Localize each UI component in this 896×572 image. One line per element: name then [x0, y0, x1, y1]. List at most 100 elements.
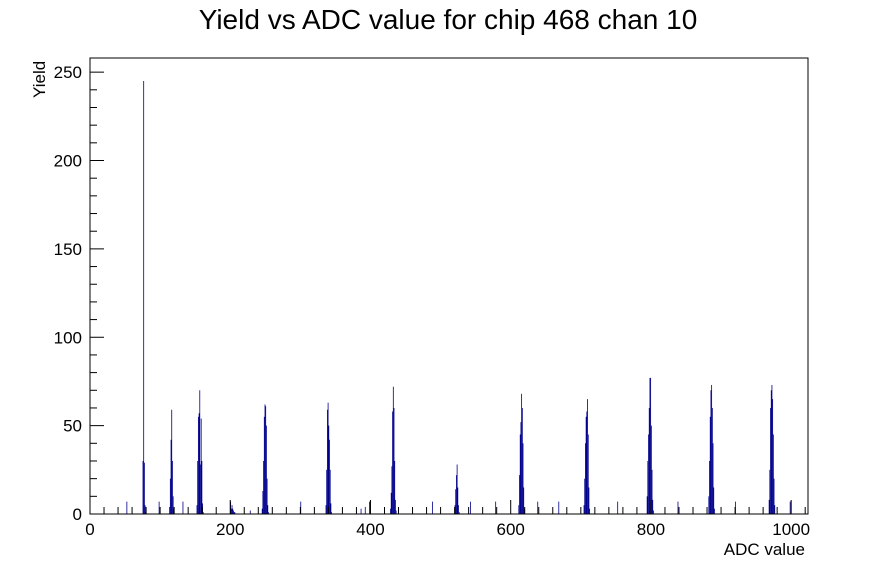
y-axis-label: Yield — [30, 61, 49, 98]
histogram-bin — [230, 508, 232, 514]
histogram-bin — [649, 377, 651, 514]
histogram-bin — [232, 508, 234, 514]
histogram-bin — [262, 491, 264, 514]
histogram-bin — [768, 499, 770, 514]
x-tick-label: 200 — [216, 520, 244, 539]
histogram-bin — [392, 411, 394, 514]
histogram-bin — [770, 390, 772, 514]
histogram-bin — [326, 409, 328, 514]
histogram-bin — [395, 499, 396, 514]
histogram-bin-sparse — [537, 501, 539, 514]
histogram-bin — [390, 492, 392, 514]
histogram-bin — [650, 425, 652, 514]
histogram-bin — [231, 505, 233, 514]
histogram-bin-sparse — [495, 501, 497, 514]
histogram-bin — [197, 416, 199, 514]
histogram-bin — [329, 469, 331, 514]
histogram-bin-sparse — [249, 510, 251, 514]
histogram-bin — [233, 512, 235, 514]
histogram-bin — [143, 462, 145, 514]
x-axis: 0 200 400 600 800 1000 — [85, 500, 810, 539]
histogram-bin — [328, 425, 330, 514]
histogram-bin — [390, 508, 391, 514]
histogram-bin-sparse — [360, 508, 362, 514]
histogram-bin — [458, 512, 460, 514]
histogram-bin — [325, 505, 327, 514]
histogram-bin — [520, 422, 522, 514]
histogram-bin — [708, 496, 710, 514]
histogram-bin-sparse — [558, 501, 560, 514]
histogram-bin — [585, 443, 586, 514]
y-tick-label: 100 — [54, 328, 82, 347]
histogram-bin — [200, 418, 202, 514]
histogram-bin — [169, 478, 171, 514]
x-tick-label: 600 — [497, 520, 525, 539]
histogram-bin — [198, 413, 200, 514]
histogram-bin — [458, 505, 459, 514]
y-tick-label: 250 — [54, 63, 82, 82]
histogram-bin — [202, 512, 204, 514]
histogram-bin-sparse — [182, 501, 184, 514]
histogram-bin-sparse — [789, 501, 791, 514]
x-tick-label: 1000 — [772, 520, 810, 539]
histogram-bin — [457, 487, 459, 514]
histogram-bin — [648, 407, 650, 514]
histogram-bin-sparse — [677, 501, 679, 514]
histogram-bin — [583, 505, 585, 514]
histogram-bars — [126, 80, 791, 514]
histogram-bin — [326, 469, 328, 514]
histogram-bin — [200, 464, 201, 514]
histogram-bin — [261, 508, 263, 514]
histogram-bin — [710, 390, 712, 514]
histogram-bin — [268, 512, 269, 514]
histogram-bin — [771, 384, 773, 514]
histogram-bin — [169, 506, 171, 514]
histogram-bin — [234, 512, 236, 514]
histogram-bin-sparse — [126, 501, 128, 514]
histogram-bin — [263, 460, 264, 514]
histogram-bin — [170, 439, 172, 514]
x-tick-label: 0 — [85, 520, 94, 539]
histogram-bin — [714, 508, 715, 514]
histogram-bin — [774, 505, 776, 514]
histogram-bin — [456, 475, 457, 514]
histogram-bin — [233, 510, 234, 514]
y-tick-label: 150 — [54, 240, 82, 259]
histogram-bin — [329, 439, 330, 514]
histogram-bin — [650, 377, 652, 514]
histogram-bin — [172, 496, 174, 514]
histogram-bin — [589, 508, 591, 514]
chart-title: Yield vs ADC value for chip 468 chan 10 — [199, 4, 698, 35]
histogram-bin — [647, 460, 649, 514]
histogram-bin — [651, 469, 653, 514]
histogram-bin — [586, 411, 588, 514]
histogram-bin-sparse — [369, 501, 370, 514]
histogram-bin — [652, 499, 654, 514]
histogram-bin — [709, 416, 711, 514]
histogram-bin — [713, 487, 715, 514]
histogram-bin — [711, 384, 713, 514]
histogram-bin — [772, 399, 774, 514]
histogram-bin — [267, 505, 269, 514]
histogram-bin — [394, 460, 396, 514]
histogram-bin — [521, 393, 523, 514]
histogram-bin — [265, 425, 267, 514]
histogram-bin-sparse — [617, 501, 619, 514]
histogram-bin — [264, 404, 266, 514]
histogram-bin — [518, 505, 520, 514]
histogram-bin — [265, 406, 267, 514]
histogram-bin — [142, 460, 144, 514]
histogram-bin — [392, 386, 394, 514]
histogram-bin-sparse — [470, 501, 471, 514]
histogram-bin — [769, 469, 771, 514]
y-axis: 0 50 100 150 200 250 — [54, 63, 104, 524]
histogram-bin — [648, 434, 649, 514]
histogram-bin — [770, 407, 771, 514]
histogram-bin — [587, 434, 589, 514]
y-tick-label: 200 — [54, 152, 82, 171]
histogram-bin — [588, 487, 590, 514]
histogram-bin — [584, 478, 586, 514]
histogram-bin — [521, 407, 523, 514]
